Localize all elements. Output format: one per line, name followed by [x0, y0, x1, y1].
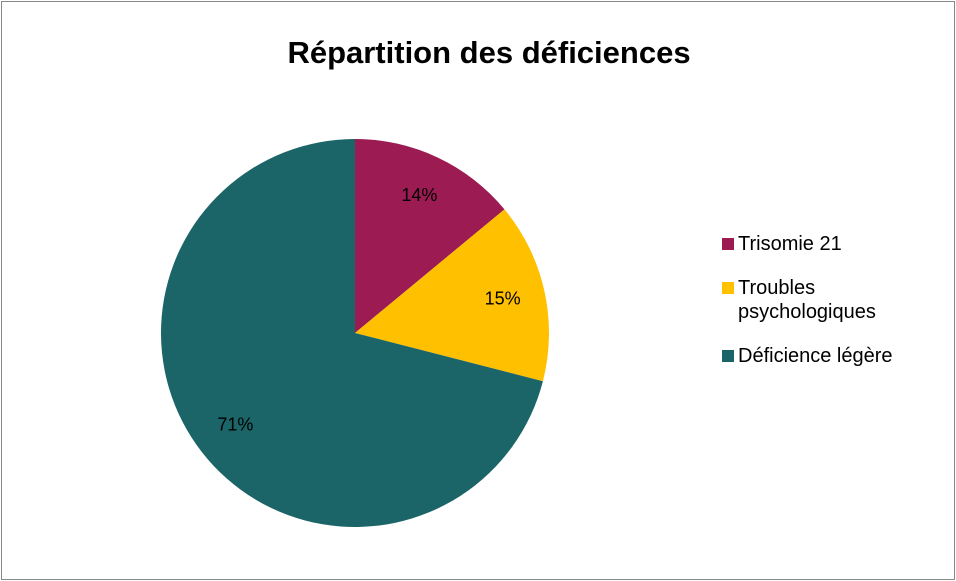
pie-slice: [355, 209, 550, 382]
pie-slice: [161, 139, 543, 527]
legend: Trisomie 21 Troubles psychologiques Défici…: [718, 232, 950, 388]
legend-item: Déficience légère: [718, 344, 950, 368]
legend-swatch: [722, 350, 734, 362]
legend-item: Trisomie 21: [718, 232, 950, 256]
legend-label: Déficience légère: [738, 345, 893, 367]
legend-label: Trisomie 21: [738, 233, 842, 255]
legend-swatch: [722, 238, 734, 250]
chart-title: Répartition des déficiences: [287, 35, 690, 70]
data-label: 15%: [485, 289, 521, 309]
legend-swatch: [722, 282, 734, 294]
data-label: 71%: [217, 414, 253, 434]
legend-label: Troubles psychologiques: [738, 277, 876, 323]
legend-item: Troubles psychologiques: [718, 276, 950, 324]
data-label: 14%: [401, 185, 437, 205]
pie-slice: [355, 139, 505, 333]
